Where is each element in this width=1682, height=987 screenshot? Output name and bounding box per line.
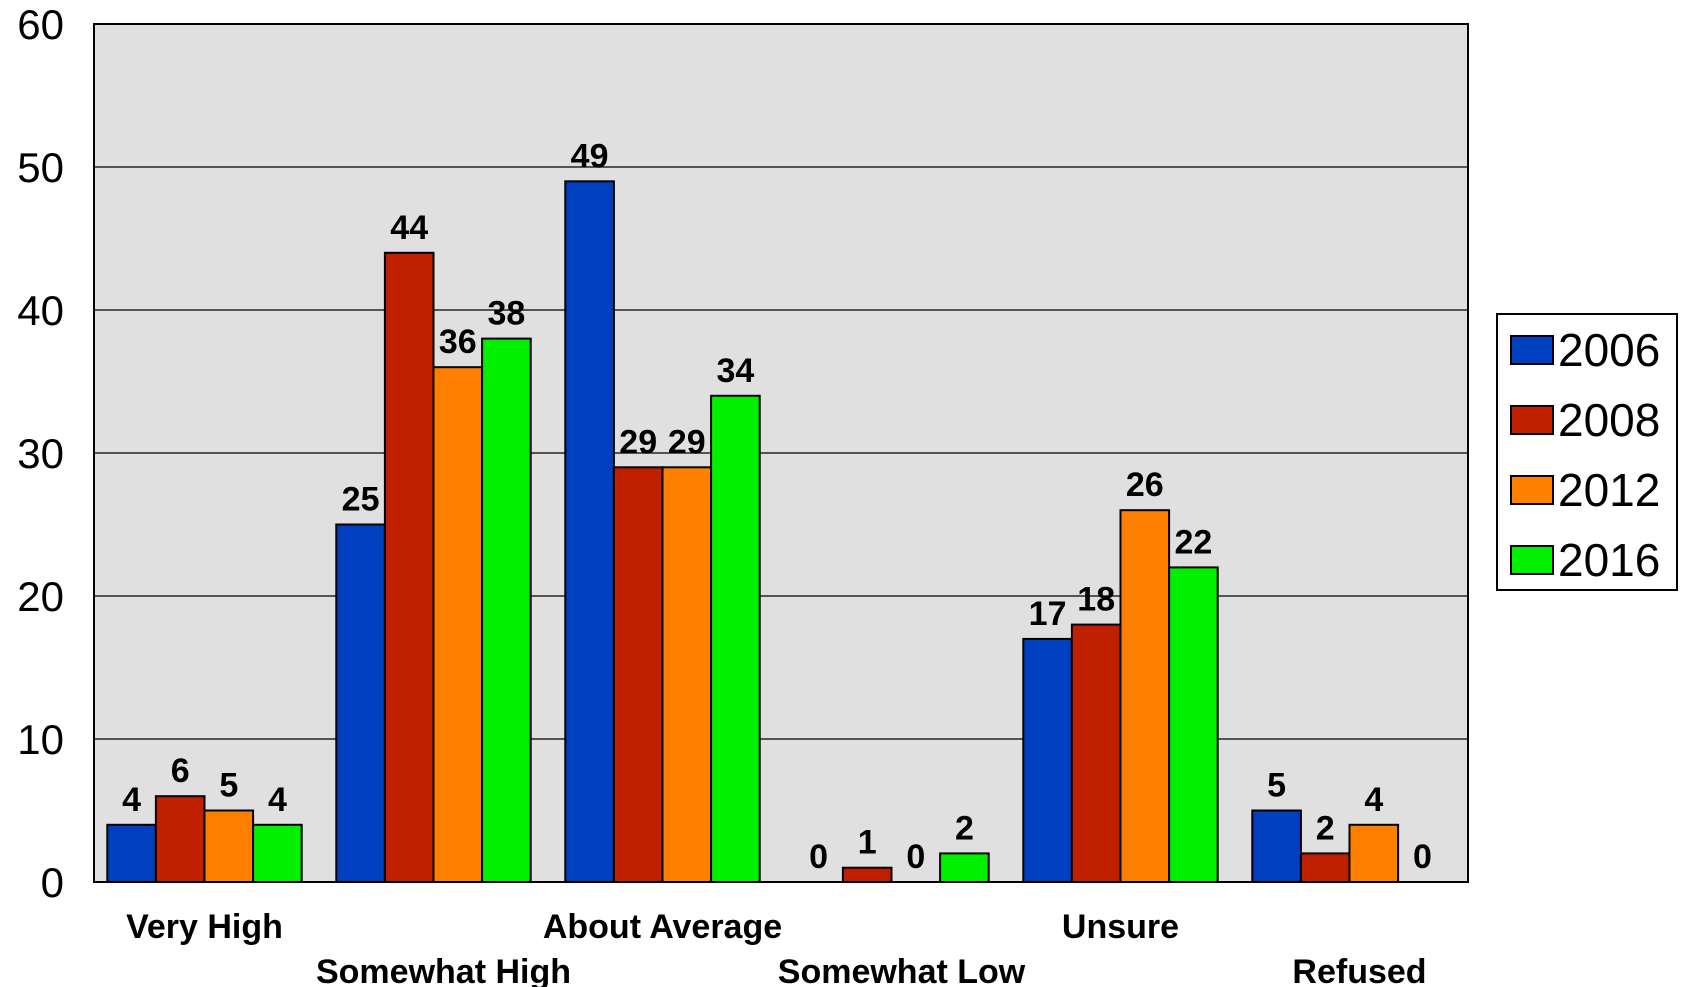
x-axis-labels: Very High Somewhat High About Average Somew… [126, 908, 1426, 987]
x-tick-label: Refused [1292, 953, 1426, 987]
data-label: 0 [1413, 838, 1432, 876]
data-label: 44 [390, 209, 428, 247]
y-tick-label: 60 [17, 1, 64, 48]
bar-2008-2 [612, 466, 664, 883]
data-label: 2 [1316, 809, 1335, 847]
bar-2012-0 [203, 809, 255, 883]
data-label: 38 [487, 295, 525, 333]
bar-2008-1 [383, 251, 435, 884]
data-label: 22 [1174, 523, 1212, 561]
x-tick-label: Unsure [1062, 908, 1179, 946]
gridlines [94, 166, 1468, 740]
legend-swatch-2006 [1510, 335, 1554, 365]
data-label: 26 [1126, 466, 1164, 504]
y-tick-label: 0 [41, 859, 64, 906]
bar-2016-4 [1168, 566, 1219, 884]
data-label: 2 [955, 809, 974, 847]
bar-2006-2 [564, 180, 615, 884]
bar-2012-4 [1119, 509, 1171, 883]
data-label: 17 [1029, 595, 1067, 633]
data-label: 49 [571, 137, 609, 175]
legend-swatch-2008 [1510, 405, 1554, 435]
y-tick-label: 10 [17, 716, 64, 763]
bar-2008-3 [841, 866, 893, 884]
data-label: 5 [219, 767, 238, 805]
legend-label: 2006 [1558, 324, 1660, 376]
y-tick-label: 30 [17, 430, 64, 477]
bar-2012-5 [1348, 823, 1400, 883]
data-label: 29 [668, 423, 706, 461]
x-tick-label: About Average [543, 908, 782, 946]
data-label: 4 [268, 781, 287, 819]
data-label: 29 [619, 423, 657, 461]
data-label: 4 [1364, 781, 1383, 819]
bar-2006-1 [335, 523, 386, 883]
legend-label: 2012 [1558, 464, 1660, 516]
data-label: 1 [858, 824, 877, 862]
data-label: 18 [1077, 581, 1115, 619]
data-label: 0 [906, 838, 925, 876]
bars [106, 180, 1400, 884]
x-tick-label: Very High [126, 908, 283, 946]
bar-2006-5 [1251, 809, 1302, 883]
y-tick-label: 20 [17, 573, 64, 620]
bar-2008-5 [1299, 852, 1351, 884]
legend-swatch-2016 [1510, 545, 1554, 575]
bar-2016-3 [939, 852, 990, 884]
legend-label: 2008 [1558, 394, 1660, 446]
data-label: 4 [122, 781, 141, 819]
y-axis-ticks: 0 10 20 30 40 50 60 [17, 1, 64, 906]
data-label: 0 [809, 838, 828, 876]
bar-2016-2 [710, 394, 761, 883]
x-tick-label: Somewhat Low [778, 953, 1026, 987]
data-label: 36 [439, 323, 477, 361]
data-label: 25 [342, 481, 380, 519]
bar-2008-0 [154, 795, 206, 884]
data-label: 5 [1267, 767, 1286, 805]
bar-2008-4 [1070, 623, 1122, 883]
data-label: 6 [171, 752, 190, 790]
bar-2016-0 [252, 823, 303, 883]
bar-2012-2 [661, 466, 713, 883]
bar-2012-1 [432, 366, 484, 883]
bar-2016-1 [481, 337, 532, 884]
y-tick-label: 40 [17, 287, 64, 334]
legend-label: 2016 [1558, 534, 1660, 586]
y-tick-label: 50 [17, 144, 64, 191]
legend-swatch-2012 [1510, 475, 1554, 505]
bar-2006-0 [106, 823, 157, 883]
legend: 2006 2008 2012 2016 [1496, 313, 1678, 591]
data-label: 34 [716, 352, 754, 390]
x-tick-label: Somewhat High [316, 953, 571, 987]
bar-2006-4 [1022, 637, 1073, 884]
